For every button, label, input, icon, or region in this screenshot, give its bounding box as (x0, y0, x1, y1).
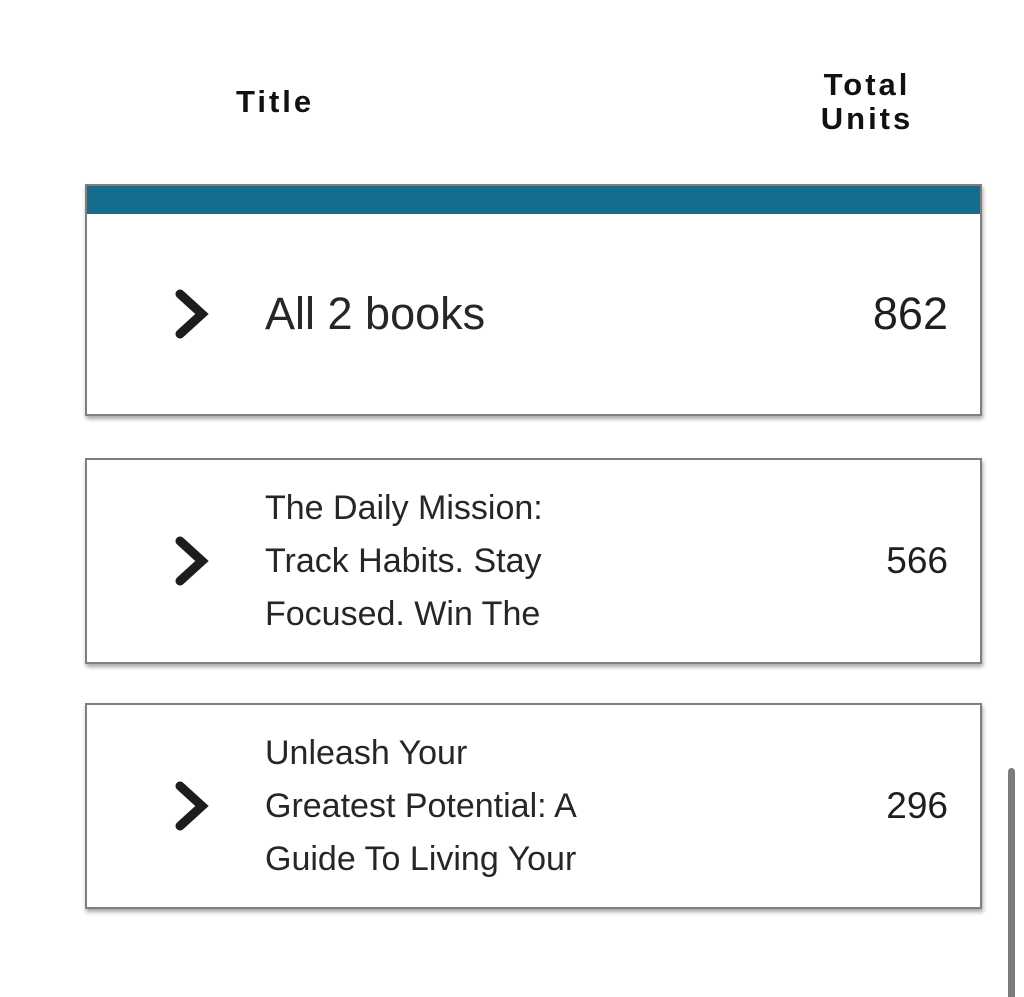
book-total-units: 296 (886, 785, 948, 826)
summary-accent-bar (87, 186, 980, 214)
summary-label-text: All 2 books (265, 288, 486, 339)
column-header-title: Title (236, 84, 315, 119)
book-title-line: Unleash Your (265, 733, 468, 772)
column-header-total-units: Total Units (804, 68, 930, 136)
vertical-scrollbar-thumb[interactable] (1008, 768, 1015, 997)
book-title-line: The Daily Mission: (265, 488, 543, 527)
summary-label: All 2 books (265, 289, 485, 339)
summary-total-units: 862 (872, 288, 948, 339)
chevron-right-icon[interactable] (173, 535, 209, 587)
column-header-total-units-line2: Units (820, 101, 914, 136)
summary-row-all-books[interactable]: All 2 books 862 (85, 184, 982, 416)
book-title-line: Track Habits. Stay (265, 541, 542, 580)
summary-row-content: All 2 books 862 (87, 214, 980, 414)
book-title: Unleash Your Greatest Potential: A Guide… (265, 727, 577, 886)
book-title-line: Greatest Potential: A (265, 786, 577, 825)
book-title: The Daily Mission: Track Habits. Stay Fo… (265, 482, 543, 641)
book-total-units: 566 (886, 540, 948, 581)
book-title-line: Focused. Win The (265, 594, 541, 633)
chevron-right-icon[interactable] (173, 780, 209, 832)
column-header-total-units-line1: Total (823, 67, 911, 102)
book-row-content: The Daily Mission: Track Habits. Stay Fo… (87, 460, 980, 662)
book-row-unleash-potential[interactable]: Unleash Your Greatest Potential: A Guide… (85, 703, 982, 909)
chevron-right-icon[interactable] (173, 288, 209, 340)
book-row-content: Unleash Your Greatest Potential: A Guide… (87, 705, 980, 907)
book-row-daily-mission[interactable]: The Daily Mission: Track Habits. Stay Fo… (85, 458, 982, 664)
book-title-line: Guide To Living Your (265, 839, 577, 878)
